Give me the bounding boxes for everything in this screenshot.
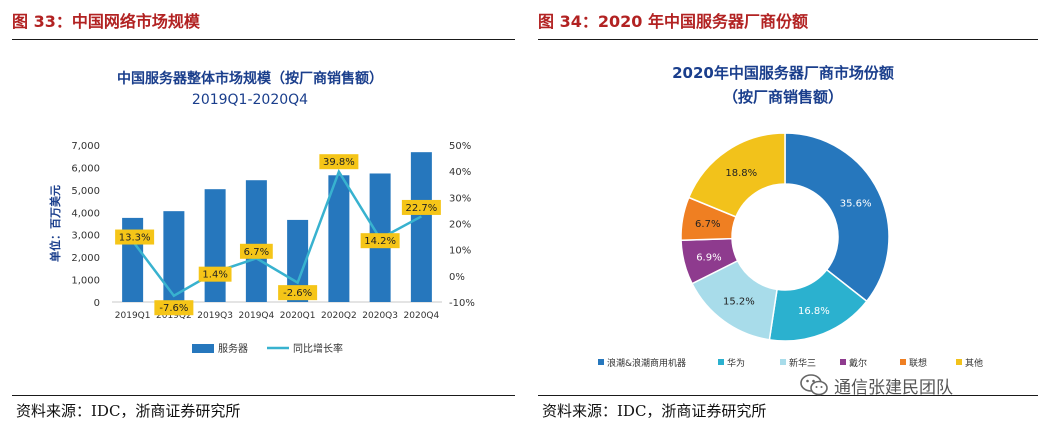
pie-legend-swatch: [900, 359, 906, 365]
growth-label-box: [115, 229, 155, 245]
slice-label: 16.8%: [798, 306, 830, 317]
donut-chart: 2020年中国服务器厂商市场份额 （按厂商销售额） 35.6% 16.8% 15.2% 6…: [598, 64, 983, 369]
slice-label: 6.9%: [696, 252, 721, 263]
slice-label: 35.6%: [840, 199, 872, 210]
growth-data-label: 1.4%: [202, 270, 227, 281]
slice-0: [784, 132, 890, 303]
y2-tick-label: 50%: [449, 141, 471, 152]
y-tick-label: 1,000: [71, 276, 100, 287]
growth-data-label: 13.3%: [119, 233, 151, 244]
chart-subtitle: 2019Q1-2020Q4: [192, 92, 308, 108]
growth-label-box: [198, 266, 232, 282]
growth-label-box: [239, 243, 273, 259]
x-tick-label: 2019Q1: [115, 311, 151, 321]
slice-5: [687, 132, 786, 218]
slice-label: 15.2%: [723, 297, 755, 308]
pie-title: 2020年中国服务器厂商市场份额: [672, 64, 894, 82]
y-tick-label: 3,000: [71, 231, 100, 242]
left-source: 资料来源：IDC，浙商证券研究所: [16, 402, 241, 420]
y-tick-label: 2,000: [71, 253, 100, 264]
x-tick-label: 2020Q3: [362, 311, 398, 321]
x-tick-label: 2019Q4: [239, 311, 275, 321]
left-figure-heading: 图 33：中国网络市场规模: [12, 12, 200, 31]
right-chart: 2020年中国服务器厂商市场份额 （按厂商销售额） 35.6% 16.8% 15.2% 6…: [538, 40, 1038, 395]
y2-tick-label: 30%: [449, 193, 471, 204]
pie-legend-swatch: [718, 359, 724, 365]
growth-data-label: 22.7%: [405, 203, 437, 214]
y-tick-label: 5,000: [71, 186, 100, 197]
y-tick-label: 4,000: [71, 208, 100, 219]
watermark-text: 通信张建民团队: [834, 377, 953, 398]
bar-2020Q4: [410, 152, 432, 302]
pie-legend-label: 联想: [909, 357, 927, 369]
left-chart: 中国服务器整体市场规模（按厂商销售额） 2019Q1-2020Q4 0 1,000 2,…: [12, 40, 517, 395]
growth-label-box: [278, 285, 318, 301]
left-source-rule: [12, 395, 515, 396]
right-figure-heading: 图 34：2020 年中国服务器厂商份额: [538, 12, 808, 31]
y-axis-label: 单位：百万美元: [48, 185, 62, 262]
pie-legend-label: 戴尔: [849, 357, 867, 369]
x-tick-label: 2020Q1: [280, 311, 316, 321]
right-heading-rule: [538, 39, 1038, 40]
right-source: 资料来源：IDC，浙商证券研究所: [542, 402, 767, 420]
legend-line-label: 同比增长率: [293, 342, 343, 355]
bar-2019Q4: [245, 180, 267, 302]
bar-line-chart: 中国服务器整体市场规模（按厂商销售额） 2019Q1-2020Q4 0 1,000 2,…: [48, 70, 475, 355]
watermark: 通信张建民团队: [800, 372, 953, 398]
pie-legend-swatch: [840, 359, 846, 365]
bar-2020Q1: [287, 219, 309, 302]
growth-data-label: 39.8%: [323, 157, 355, 168]
slice-label: 6.7%: [695, 219, 720, 230]
y2-tick-label: 40%: [449, 167, 471, 178]
legend-bar-label: 服务器: [218, 342, 248, 355]
growth-label-box: [319, 154, 359, 170]
bar-2019Q3: [204, 189, 226, 302]
growth-label-box: [360, 233, 400, 249]
y2-tick-label: -10%: [449, 298, 475, 309]
x-tick-label: 2020Q2: [321, 311, 357, 321]
x-tick-label: 2019Q3: [197, 311, 233, 321]
legend-bar-swatch: [192, 344, 214, 353]
growth-data-label: 14.2%: [364, 236, 396, 247]
y-tick-label: 6,000: [71, 163, 100, 174]
growth-label-box: [401, 199, 441, 215]
y2-tick-label: 20%: [449, 220, 471, 231]
y2-tick-label: 10%: [449, 246, 471, 257]
x-tick-label: 2019Q2: [156, 311, 192, 321]
x-tick-label: 2020Q4: [404, 311, 440, 321]
y-tick-label: 7,000: [71, 141, 100, 152]
pie-legend-swatch: [780, 359, 786, 365]
pie-legend-label: 其他: [965, 357, 983, 369]
slice-label: 18.8%: [725, 168, 757, 179]
pie-legend-swatch: [956, 359, 962, 365]
pie-legend-label: 浪潮&浪潮商用机器: [607, 357, 686, 369]
wechat-icon: [800, 374, 828, 396]
chart-title: 中国服务器整体市场规模（按厂商销售额）: [117, 70, 383, 87]
growth-data-label: -2.6%: [283, 288, 312, 299]
pie-legend-label: 新华三: [789, 357, 816, 369]
bar-2019Q2: [163, 211, 185, 302]
pie-subtitle: （按厂商销售额）: [723, 88, 843, 106]
left-heading-rule: [12, 39, 515, 40]
growth-data-label: -7.6%: [159, 303, 188, 314]
growth-data-label: 6.7%: [244, 247, 269, 258]
bar-2020Q2: [328, 175, 350, 302]
pie-legend-swatch: [598, 359, 604, 365]
growth-label-box: [154, 300, 194, 316]
y2-tick-label: 0%: [449, 272, 465, 283]
y-tick-label: 0: [94, 298, 100, 309]
growth-line: [131, 168, 422, 298]
pie-legend-label: 华为: [727, 357, 745, 369]
right-source-rule: [538, 395, 1038, 396]
